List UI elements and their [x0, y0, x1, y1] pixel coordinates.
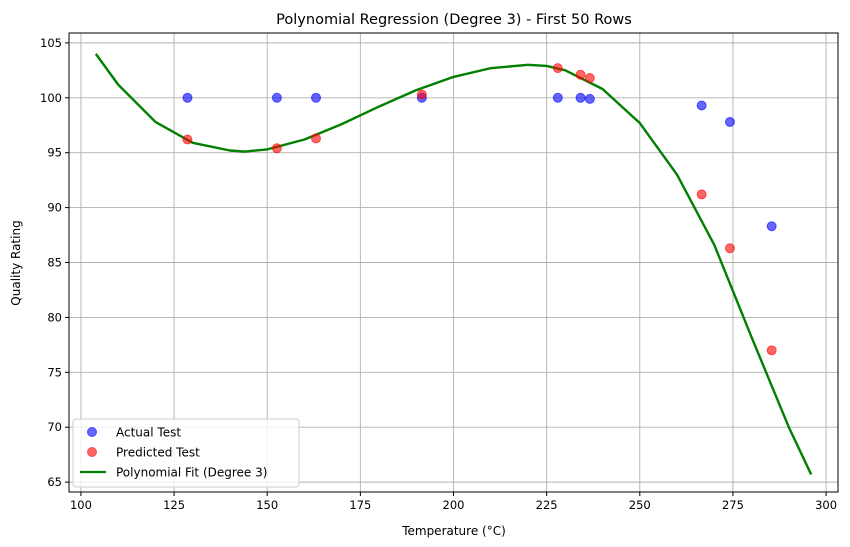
- fit-curve-line: [94, 53, 813, 475]
- y-tick-label: 90: [47, 201, 62, 215]
- predicted-test-point: [584, 73, 595, 84]
- x-axis-ticks: 100 125 150 175 200 225 250 275 300: [70, 492, 837, 512]
- predicted-test-point: [724, 243, 735, 254]
- legend-marker-predicted: [87, 447, 97, 457]
- actual-test-point: [696, 100, 707, 111]
- predicted-test-point: [271, 143, 282, 154]
- y-tick-label: 105: [40, 36, 62, 50]
- actual-test-point: [271, 92, 282, 103]
- y-tick-label: 65: [47, 475, 62, 489]
- predicted-test-point: [766, 345, 777, 356]
- legend: Actual Test Predicted Test Polynomial Fi…: [72, 418, 300, 488]
- chart-title: Polynomial Regression (Degree 3) - First…: [276, 12, 632, 28]
- actual-test-point: [766, 221, 777, 232]
- x-tick-label: 300: [815, 498, 837, 512]
- y-tick-label: 80: [47, 310, 62, 324]
- y-tick-label: 85: [47, 256, 62, 270]
- x-axis-label: Temperature (°C): [401, 524, 506, 538]
- y-axis-label: Quality Rating: [9, 220, 23, 305]
- grid: [69, 33, 838, 492]
- legend-marker-actual: [87, 427, 97, 437]
- predicted-test-point: [416, 89, 427, 100]
- x-tick-label: 100: [70, 498, 92, 512]
- y-tick-label: 75: [47, 365, 62, 379]
- y-tick-label: 95: [47, 146, 62, 160]
- x-tick-label: 275: [722, 498, 744, 512]
- predicted-test-point: [182, 134, 193, 145]
- x-tick-label: 250: [629, 498, 651, 512]
- actual-test-point: [575, 92, 586, 103]
- x-tick-label: 175: [349, 498, 371, 512]
- actual-test-point: [552, 92, 563, 103]
- actual-test-point: [182, 92, 193, 103]
- actual-test-point: [584, 93, 595, 104]
- y-tick-label: 100: [40, 91, 62, 105]
- legend-box: [72, 418, 300, 488]
- predicted-test-point: [575, 69, 586, 80]
- actual-test-point: [724, 116, 735, 127]
- x-tick-label: 150: [256, 498, 278, 512]
- predicted-test-point: [696, 189, 707, 200]
- predicted-test-point: [552, 63, 563, 74]
- legend-label-fit: Polynomial Fit (Degree 3): [116, 466, 267, 480]
- predicted-test-point: [311, 133, 322, 144]
- y-axis-ticks: 65 70 75 80 85 90 95 100 105: [40, 36, 69, 489]
- actual-test-point: [311, 92, 322, 103]
- x-tick-label: 225: [536, 498, 558, 512]
- legend-label-predicted: Predicted Test: [116, 446, 200, 460]
- y-tick-label: 70: [47, 420, 62, 434]
- x-tick-label: 200: [443, 498, 465, 512]
- legend-label-actual: Actual Test: [116, 426, 181, 440]
- x-tick-label: 125: [163, 498, 185, 512]
- points-layer: [182, 63, 777, 356]
- fit-curve-layer: [94, 53, 813, 475]
